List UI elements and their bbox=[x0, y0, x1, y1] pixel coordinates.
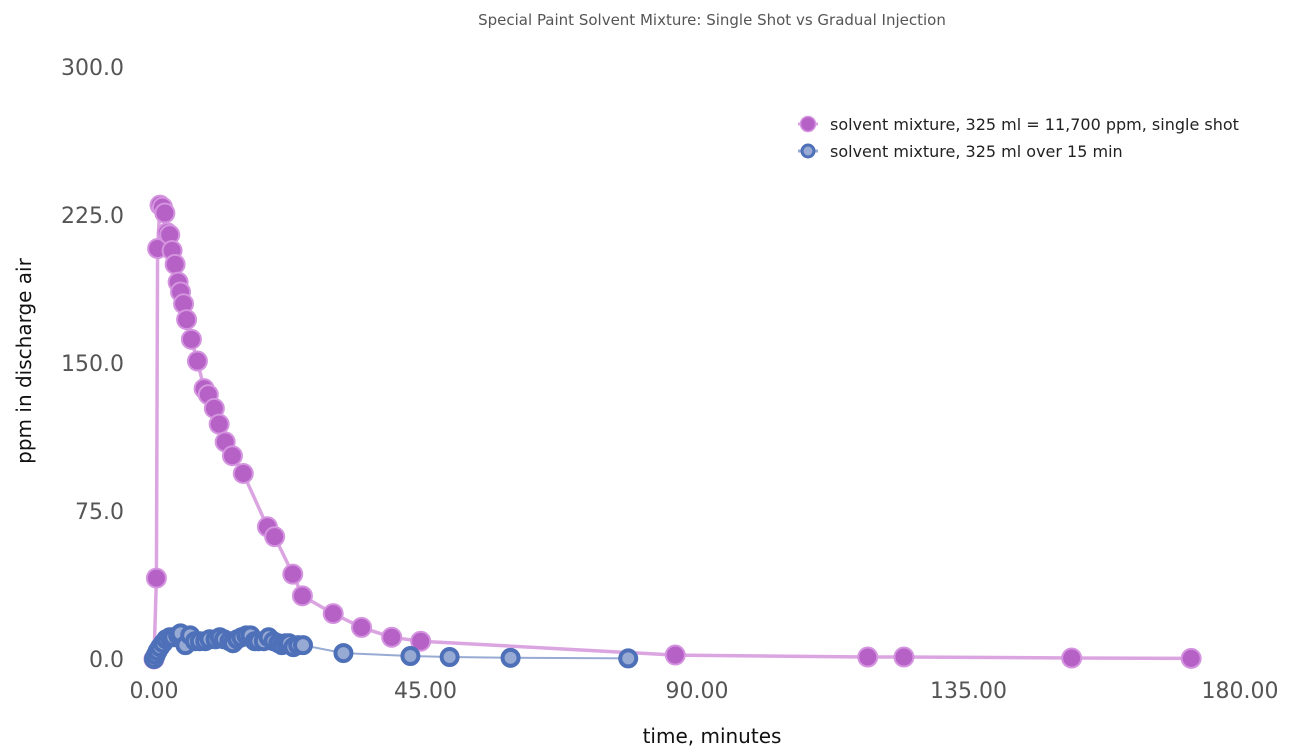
x-axis-ticks: 0.00 45.00 90.00 135.00 180.00 bbox=[130, 679, 1279, 704]
x-tick-label: 45.00 bbox=[394, 679, 457, 704]
y-tick-label: 300.0 bbox=[61, 56, 124, 81]
data-point bbox=[333, 643, 354, 664]
data-point bbox=[293, 635, 314, 656]
data-point bbox=[145, 567, 167, 589]
x-tick-label: 135.00 bbox=[930, 679, 1007, 704]
y-tick-label: 225.0 bbox=[61, 204, 124, 229]
data-point bbox=[154, 202, 176, 224]
x-axis-label: time, minutes bbox=[643, 724, 782, 748]
data-point bbox=[221, 445, 243, 467]
data-point bbox=[322, 603, 344, 625]
data-point bbox=[381, 626, 403, 648]
x-tick-label: 180.00 bbox=[1202, 679, 1279, 704]
y-tick-label: 75.0 bbox=[75, 500, 124, 525]
series-1-points bbox=[143, 194, 1202, 670]
data-point bbox=[282, 563, 304, 585]
data-point bbox=[208, 413, 230, 435]
legend-marker bbox=[799, 115, 817, 133]
legend-label: solvent mixture, 325 ml over 15 min bbox=[830, 142, 1123, 161]
x-tick-label: 90.00 bbox=[666, 679, 729, 704]
data-point bbox=[400, 646, 421, 667]
plot-area bbox=[143, 194, 1202, 670]
y-axis-label: ppm in discharge air bbox=[12, 257, 36, 463]
legend: solvent mixture, 325 ml = 11,700 ppm, si… bbox=[798, 115, 1239, 161]
legend-label: solvent mixture, 325 ml = 11,700 ppm, si… bbox=[830, 115, 1239, 134]
data-point bbox=[857, 646, 879, 668]
y-tick-label: 0.0 bbox=[89, 648, 124, 673]
data-point bbox=[186, 350, 208, 372]
data-point bbox=[1061, 647, 1083, 669]
data-point bbox=[664, 644, 686, 666]
data-point bbox=[164, 253, 186, 275]
data-point bbox=[1180, 647, 1202, 669]
data-point bbox=[176, 309, 198, 331]
series-2-points bbox=[144, 623, 639, 669]
data-point bbox=[500, 647, 521, 668]
data-point bbox=[893, 646, 915, 668]
data-point bbox=[264, 526, 286, 548]
data-point bbox=[618, 648, 639, 669]
data-point bbox=[232, 463, 254, 485]
legend-marker bbox=[800, 143, 816, 159]
y-tick-label: 150.0 bbox=[61, 352, 124, 377]
y-axis-ticks: 0.0 75.0 150.0 225.0 300.0 bbox=[61, 56, 124, 673]
chart-title: Special Paint Solvent Mixture: Single Sh… bbox=[478, 11, 946, 29]
data-point bbox=[180, 328, 202, 350]
data-point bbox=[439, 647, 460, 668]
data-point bbox=[410, 630, 432, 652]
data-point bbox=[291, 585, 313, 607]
x-tick-label: 0.00 bbox=[130, 679, 179, 704]
data-point bbox=[351, 616, 373, 638]
